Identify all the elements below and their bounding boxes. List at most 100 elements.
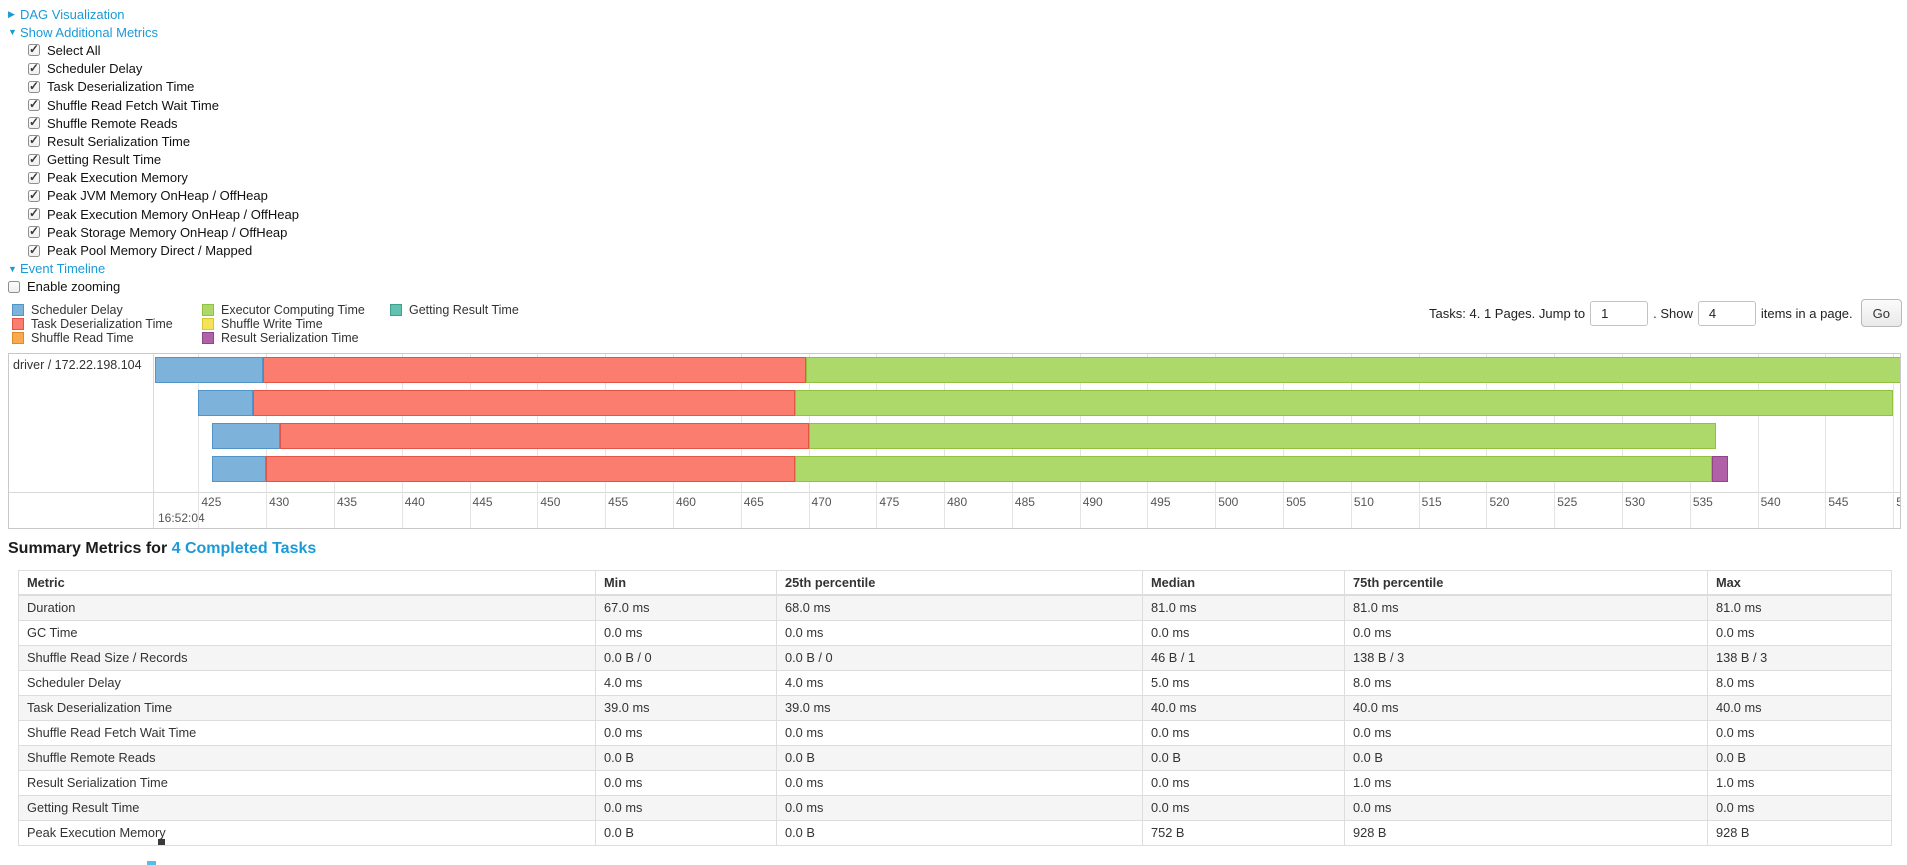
- task-2-segment-scheduler_delay: [198, 390, 253, 416]
- metric-value-cell: 0.0 B: [1707, 744, 1892, 771]
- jump-to-page-input[interactable]: [1590, 300, 1649, 326]
- metric-value-cell: 928 B: [1707, 819, 1892, 846]
- metric-shuffle-remote-reads-label: Shuffle Remote Reads: [47, 115, 178, 131]
- metric-value-cell: 0.0 ms: [1344, 794, 1708, 821]
- table-row: Peak Execution Memory 0.0 B 0.0 B 752 B 928 …: [18, 819, 1892, 846]
- metric-value-cell: 40.0 ms: [1707, 694, 1892, 721]
- check-icon: ✓: [29, 133, 40, 148]
- timeline-tick-label: 520: [1489, 495, 1510, 509]
- check-icon: ✓: [29, 115, 40, 130]
- go-button[interactable]: Go: [1860, 299, 1902, 327]
- metric-value-cell: 0.0 ms: [1707, 619, 1892, 646]
- checkbox-row-metric-result-serialization-time: ✓ Result Serialization Time: [8, 132, 299, 150]
- timeline-legend: Scheduler Delay Task Deserialization Time…: [0, 303, 700, 349]
- legend-item-getting_result: Getting Result Time: [390, 303, 519, 317]
- metric-result-serialization-time-checkbox[interactable]: ✓: [28, 133, 40, 148]
- checkbox-row-metric-select-all: ✓ Select All: [8, 41, 299, 59]
- metric-value-cell: 0.0 B: [776, 819, 1143, 846]
- check-icon: ✓: [29, 206, 40, 221]
- metric-value-cell: 68.0 ms: [776, 594, 1143, 621]
- timeline-group-label: driver / 172.22.198.104: [9, 354, 154, 528]
- column-header: Max: [1707, 570, 1892, 596]
- task-4-segment-result_serialization: [1711, 456, 1728, 482]
- metric-shuffle-remote-reads-checkbox[interactable]: ✓: [28, 115, 40, 130]
- checkbox-row-metric-peak-pool-memory-direct-mapped: ✓ Peak Pool Memory Direct / Mapped: [8, 241, 299, 259]
- column-header: Median: [1142, 570, 1345, 596]
- metric-value-cell: 40.0 ms: [1344, 694, 1708, 721]
- enable-zooming-checkbox[interactable]: [8, 280, 20, 293]
- checkbox-row-metric-shuffle-read-fetch-wait-time: ✓ Shuffle Read Fetch Wait Time: [8, 96, 299, 114]
- task_deserialization-swatch-icon: [12, 317, 24, 330]
- metric-name-cell: Shuffle Read Size / Records: [18, 644, 596, 671]
- timeline-tick-label: 435: [336, 495, 357, 509]
- metric-value-cell: 4.0 ms: [776, 669, 1143, 696]
- timeline-tick-label: 465: [743, 495, 764, 509]
- section-show-additional-metrics: ▼ Show Additional Metrics: [8, 23, 299, 41]
- timeline-tick-label: 460: [675, 495, 696, 509]
- metric-value-cell: 0.0 B / 0: [595, 644, 777, 671]
- timeline-tick-label: 535: [1692, 495, 1713, 509]
- metric-value-cell: 1.0 ms: [1707, 769, 1892, 796]
- timeline-tick-label: 495: [1150, 495, 1171, 509]
- pagination-summary-text: Tasks: 4. 1 Pages. Jump to: [1429, 305, 1586, 321]
- timeline-tick-label: 440: [404, 495, 425, 509]
- metric-value-cell: 0.0 ms: [1142, 619, 1345, 646]
- task-2-segment-executor_computing: [794, 390, 1894, 416]
- check-icon: ✓: [29, 187, 40, 202]
- shuffle_write-swatch-icon: [202, 317, 214, 330]
- metric-peak-jvm-memory-onheap-offheap-label: Peak JVM Memory OnHeap / OffHeap: [47, 188, 268, 204]
- metric-value-cell: 138 B / 3: [1344, 644, 1708, 671]
- task-3-segment-scheduler_delay: [211, 423, 280, 449]
- metric-name-cell: Scheduler Delay: [18, 669, 596, 696]
- metric-value-cell: 40.0 ms: [1142, 694, 1345, 721]
- metric-scheduler-delay-checkbox[interactable]: ✓: [28, 61, 40, 75]
- legend-label: Task Deserialization Time: [31, 316, 173, 331]
- metric-select-all-checkbox[interactable]: ✓: [28, 42, 40, 57]
- metric-value-cell: 0.0 ms: [595, 719, 777, 746]
- legend-label: Shuffle Write Time: [221, 316, 323, 331]
- metric-peak-execution-memory-onheap-offheap-checkbox[interactable]: ✓: [28, 206, 40, 221]
- column-header: Metric: [18, 570, 596, 596]
- metric-name-cell: Result Serialization Time: [18, 769, 596, 796]
- metric-value-cell: 0.0 ms: [1707, 719, 1892, 746]
- clipped-content-fragment: [147, 861, 156, 865]
- legend-item-shuffle_read: Shuffle Read Time: [12, 331, 173, 345]
- metric-peak-storage-memory-onheap-offheap-checkbox[interactable]: ✓: [28, 224, 40, 239]
- metric-peak-pool-memory-direct-mapped-checkbox[interactable]: ✓: [28, 243, 40, 257]
- result_serialization-swatch-icon: [202, 331, 214, 344]
- timeline-tick-label: 505: [1286, 495, 1307, 509]
- metric-peak-execution-memory-label: Peak Execution Memory: [47, 170, 188, 186]
- metric-value-cell: 0.0 ms: [1344, 719, 1708, 746]
- shuffle_read-swatch-icon: [12, 331, 24, 344]
- task-1-segment-scheduler_delay: [155, 357, 264, 383]
- checkbox-row-metric-shuffle-remote-reads: ✓ Shuffle Remote Reads: [8, 114, 299, 132]
- legend-column: Getting Result Time: [390, 303, 519, 317]
- timeline-tick-label: 525: [1557, 495, 1578, 509]
- timeline-tick-label: 490: [1082, 495, 1103, 509]
- metric-value-cell: 0.0 ms: [595, 794, 777, 821]
- completed-tasks-link[interactable]: 4 Completed Tasks: [171, 540, 317, 557]
- legend-column: Scheduler Delay Task Deserialization Time…: [12, 303, 173, 345]
- metric-getting-result-time-checkbox[interactable]: ✓: [28, 152, 40, 166]
- table-row: GC Time 0.0 ms 0.0 ms 0.0 ms 0.0 ms 0.0 ms: [18, 619, 1892, 646]
- table-row: Task Deserialization Time 39.0 ms 39.0 ms 4…: [18, 694, 1892, 721]
- section-toggle-dag-visualization[interactable]: DAG Visualization: [20, 6, 125, 22]
- timeline-gridline: [1757, 354, 1759, 528]
- metric-name-cell: GC Time: [18, 619, 596, 646]
- section-toggle-show-additional-metrics[interactable]: Show Additional Metrics: [20, 24, 159, 40]
- section-toggle-event-timeline[interactable]: Event Timeline: [20, 261, 106, 277]
- metric-task-deserialization-time-checkbox[interactable]: ✓: [28, 79, 40, 93]
- legend-label: Scheduler Delay: [31, 302, 123, 317]
- metric-peak-jvm-memory-onheap-offheap-checkbox[interactable]: ✓: [28, 187, 40, 202]
- items-per-page-input[interactable]: [1697, 300, 1756, 326]
- table-row: Shuffle Remote Reads 0.0 B 0.0 B 0.0 B 0.0 B…: [18, 744, 1892, 771]
- metric-value-cell: 0.0 B: [1142, 744, 1345, 771]
- timeline-tick-label: 540: [1760, 495, 1781, 509]
- legend-item-task_deserialization: Task Deserialization Time: [12, 317, 173, 331]
- metric-shuffle-read-fetch-wait-time-checkbox[interactable]: ✓: [28, 97, 40, 112]
- metric-peak-execution-memory-checkbox[interactable]: ✓: [28, 170, 40, 184]
- column-header: Min: [595, 570, 777, 596]
- caret-down-icon: ▼: [8, 263, 17, 274]
- timeline-tick-label: 450: [540, 495, 561, 509]
